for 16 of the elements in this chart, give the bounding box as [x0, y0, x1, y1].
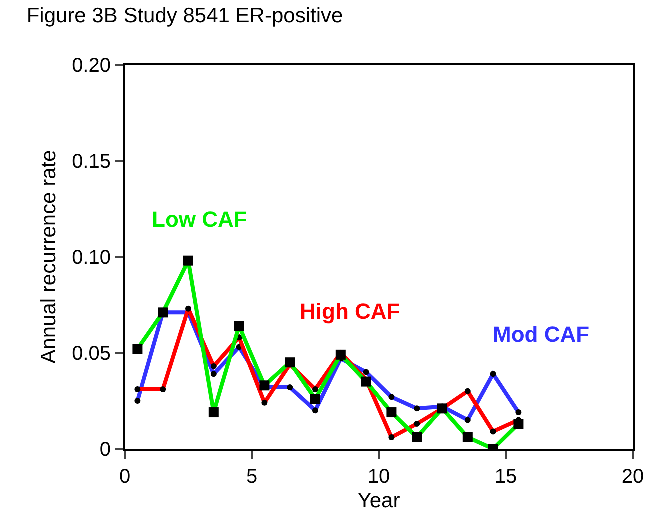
series-label: High CAF — [300, 299, 400, 324]
x-tick-label: 20 — [622, 466, 644, 488]
y-tick-label: 0.15 — [72, 151, 111, 173]
y-tick-label: 0.05 — [72, 343, 111, 365]
series-label: Mod CAF — [493, 322, 590, 347]
y-tick-label: 0 — [100, 439, 111, 461]
x-tick-label: 0 — [119, 466, 131, 488]
y-tick-label: 0.10 — [72, 247, 111, 269]
y-axis-title: Annual recurrence rate — [38, 150, 61, 364]
x-tick-label: 10 — [368, 466, 390, 488]
x-tick-label: 15 — [494, 466, 518, 488]
series-label: Low CAF — [152, 207, 248, 232]
y-tick-label: 0.20 — [72, 55, 111, 77]
chart-title: Figure 3B Study 8541 ER-positive — [26, 4, 344, 28]
x-axis-title: Year — [358, 490, 400, 513]
x-tick-label: 5 — [246, 466, 258, 488]
